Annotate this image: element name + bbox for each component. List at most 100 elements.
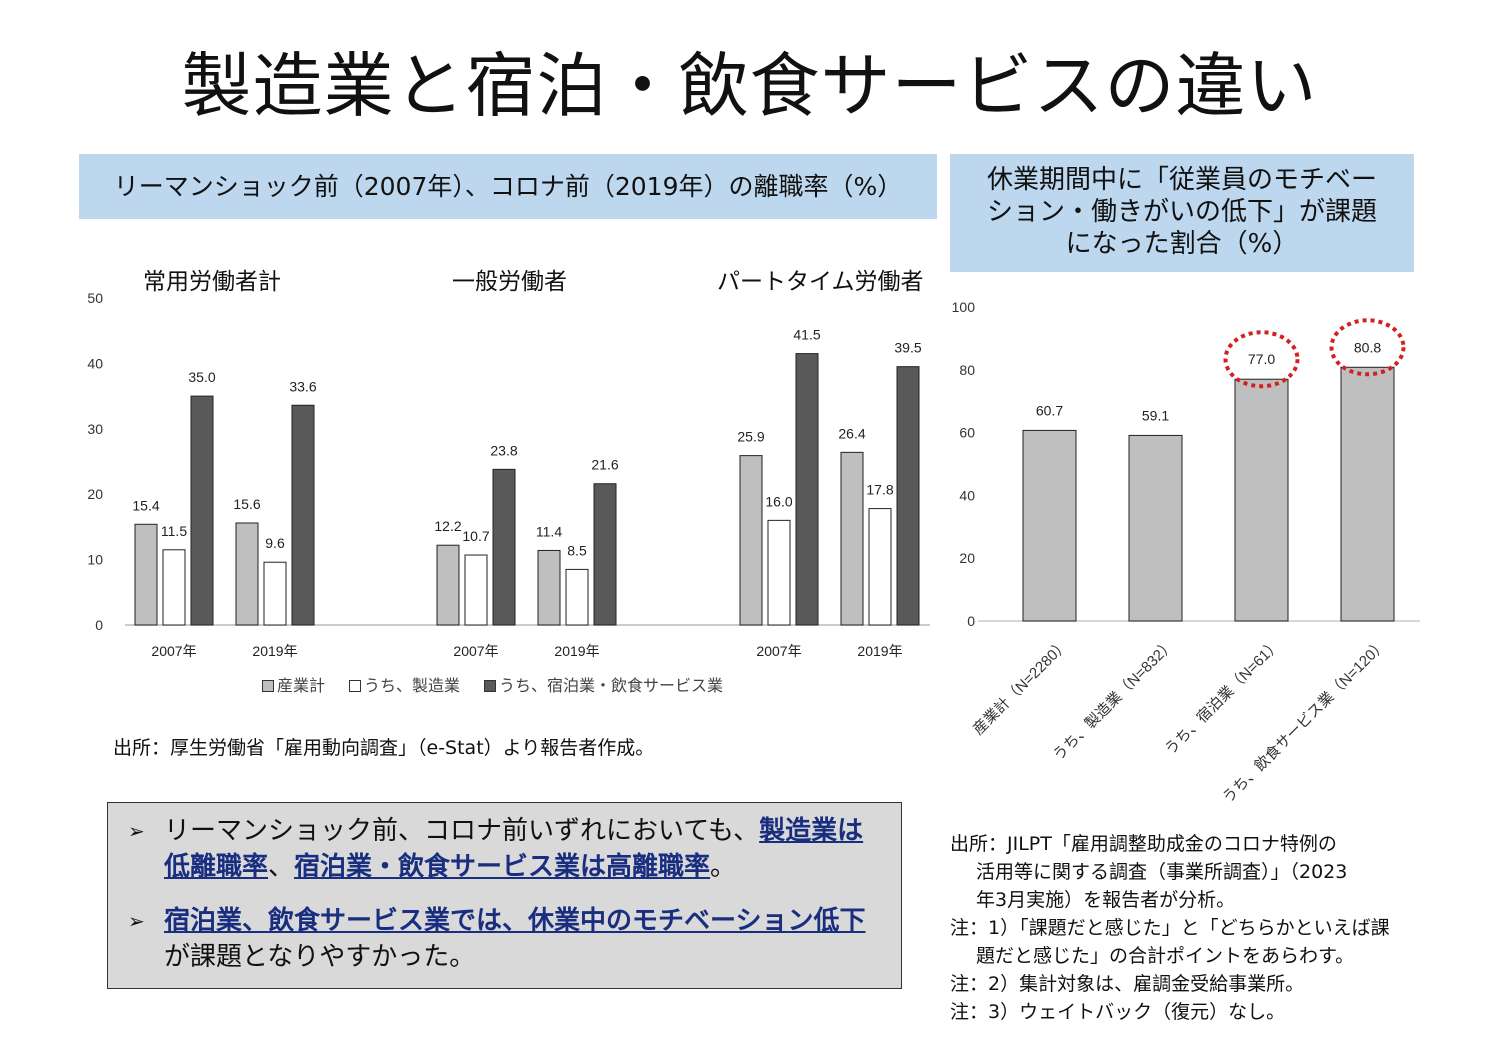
y-tick-label: 50 xyxy=(87,290,103,306)
data-label: 15.4 xyxy=(132,497,159,513)
data-label: 23.8 xyxy=(490,442,517,458)
x-tick-label: 2019年 xyxy=(252,643,297,659)
highlight-circle xyxy=(1329,318,1406,377)
bullet-item: ➢ リーマンショック前、コロナ前いずれにおいても、製造業は低離職率、宿泊業・飲食サ… xyxy=(128,813,881,885)
emphasis-text: 宿泊業・飲食サービス業は高離職率 xyxy=(294,852,711,882)
bullet-item: ➢ 宿泊業、飲食サービス業では、休業中のモチベーション低下が課題となりやすかった。 xyxy=(128,903,881,975)
bar xyxy=(235,522,259,626)
highlight-circle xyxy=(1223,330,1300,389)
right-notes: 出所：JILPT「雇用調整助成金のコロナ特例の活用等に関する調査（事業所調査）」… xyxy=(950,830,1410,1026)
left-chart-header: リーマンショック前（2007年）、コロナ前（2019年）の離職率（%） xyxy=(79,154,937,219)
legend-item: うち、宿泊業・飲食サービス業 xyxy=(484,672,723,696)
bar xyxy=(190,395,214,626)
x-tick-label: 2007年 xyxy=(151,643,196,659)
y-tick-label: 0 xyxy=(967,613,975,629)
data-label: 8.5 xyxy=(567,542,587,558)
bar xyxy=(464,554,488,626)
bar xyxy=(537,549,561,626)
bullet-text-part: 。 xyxy=(710,852,737,882)
data-label: 39.5 xyxy=(894,340,921,356)
left-source-note: 出所：厚生労働省「雇用動向調査」（e-Stat）より報告者作成。 xyxy=(113,737,655,759)
x-tick-label: 2007年 xyxy=(453,643,498,659)
data-label: 9.6 xyxy=(265,535,285,551)
legend-item: うち、製造業 xyxy=(349,672,460,696)
bar xyxy=(1234,378,1289,622)
emphasis-text: 製造業は低離職率 xyxy=(164,816,864,882)
y-tick-label: 20 xyxy=(959,550,975,566)
bar xyxy=(162,549,186,626)
legend-swatch xyxy=(349,680,362,692)
note-line: 題だと感じた」の合計ポイントをあらわす。 xyxy=(976,945,1355,967)
note-line: 年3月実施）を報告者が分析。 xyxy=(976,889,1236,911)
bar xyxy=(436,544,460,626)
bullet-text: リーマンショック前、コロナ前いずれにおいても、製造業は低離職率、宿泊業・飲食サー… xyxy=(164,813,881,885)
data-label: 25.9 xyxy=(737,429,764,445)
bar xyxy=(767,519,791,626)
bar xyxy=(291,404,315,626)
data-label: 11.4 xyxy=(536,523,562,539)
x-tick-label: 2019年 xyxy=(857,643,902,659)
summary-box: ➢ リーマンショック前、コロナ前いずれにおいても、製造業は低離職率、宿泊業・飲食サ… xyxy=(107,802,902,989)
x-tick-label: うち、製造業（N=832） xyxy=(1050,636,1178,764)
y-tick-label: 20 xyxy=(87,486,103,502)
right-header-line: になった割合（%） xyxy=(1065,229,1299,259)
y-tick-label: 60 xyxy=(959,425,975,441)
bar xyxy=(1340,366,1395,622)
data-label: 33.6 xyxy=(289,378,316,394)
bar xyxy=(1022,429,1077,622)
data-label: 80.8 xyxy=(1354,339,1381,355)
bullet-text: 宿泊業、飲食サービス業では、休業中のモチベーション低下が課題となりやすかった。 xyxy=(164,903,881,975)
right-header-line: ション・働きがいの低下」が課題 xyxy=(986,197,1377,227)
data-label: 16.0 xyxy=(765,493,792,509)
arrow-bullet-icon: ➢ xyxy=(128,909,145,933)
legend-swatch xyxy=(262,680,274,692)
note-line: 注：1）「課題だと感じた」と「どちらかといえば課 xyxy=(950,917,1390,939)
x-tick-label: うち、飲食サービス業（N=120） xyxy=(1219,636,1390,807)
bar xyxy=(739,455,763,626)
y-tick-label: 0 xyxy=(95,617,103,633)
x-tick-label: うち、宿泊業（N=61） xyxy=(1162,636,1285,759)
panel-title: パートタイム労働者 xyxy=(717,269,924,295)
data-label: 11.5 xyxy=(161,523,187,539)
bar xyxy=(492,468,516,626)
bar xyxy=(868,508,892,626)
right-chart-header: 休業期間中に「従業員のモチベー ション・働きがいの低下」が課題 になった割合（%… xyxy=(950,154,1414,272)
bar xyxy=(593,483,617,626)
bullet-text-part: 、 xyxy=(268,852,295,882)
y-tick-label: 10 xyxy=(87,552,103,568)
data-label: 77.0 xyxy=(1248,351,1275,367)
y-tick-label: 40 xyxy=(959,487,975,503)
data-label: 21.6 xyxy=(591,457,618,473)
emphasis-text: 宿泊業、飲食サービス業では、休業中のモチベーション低下 xyxy=(164,906,866,936)
data-label: 60.7 xyxy=(1036,402,1063,418)
y-tick-label: 40 xyxy=(87,355,103,371)
bar xyxy=(795,353,819,626)
x-tick-label: 産業計（N=2280） xyxy=(970,636,1073,739)
legend-item: 産業計 xyxy=(262,672,325,696)
legend-label: うち、宿泊業・飲食サービス業 xyxy=(499,676,724,695)
bar xyxy=(840,451,864,626)
x-tick-label: 2019年 xyxy=(554,643,599,659)
data-label: 26.4 xyxy=(838,425,865,441)
bar xyxy=(263,561,287,626)
bullet-text-part: リーマンショック前、コロナ前いずれにおいても、 xyxy=(164,816,760,846)
chart-legend: 産業計 うち、製造業 うち、宿泊業・飲食サービス業 xyxy=(262,672,723,696)
data-label: 17.8 xyxy=(866,482,893,498)
y-tick-label: 80 xyxy=(959,362,975,378)
note-line: 出所：JILPT「雇用調整助成金のコロナ特例の xyxy=(950,833,1337,855)
y-tick-label: 100 xyxy=(952,299,976,315)
note-line: 活用等に関する調査（事業所調査）」（2023 xyxy=(976,861,1348,883)
bar xyxy=(134,523,158,626)
right-header-line: 休業期間中に「従業員のモチベー xyxy=(986,165,1377,195)
panel-title: 一般労働者 xyxy=(452,269,567,295)
y-tick-label: 30 xyxy=(87,421,103,437)
data-label: 35.0 xyxy=(188,369,215,385)
slide-title: 製造業と宿泊・飲食サービスの違い xyxy=(181,45,1318,127)
legend-label: うち、製造業 xyxy=(364,676,461,695)
data-label: 59.1 xyxy=(1142,407,1169,423)
x-tick-label: 2007年 xyxy=(756,643,801,659)
data-label: 12.2 xyxy=(434,518,461,534)
bullet-text-part: が課題となりやすかった。 xyxy=(164,942,476,972)
bar xyxy=(565,568,589,626)
